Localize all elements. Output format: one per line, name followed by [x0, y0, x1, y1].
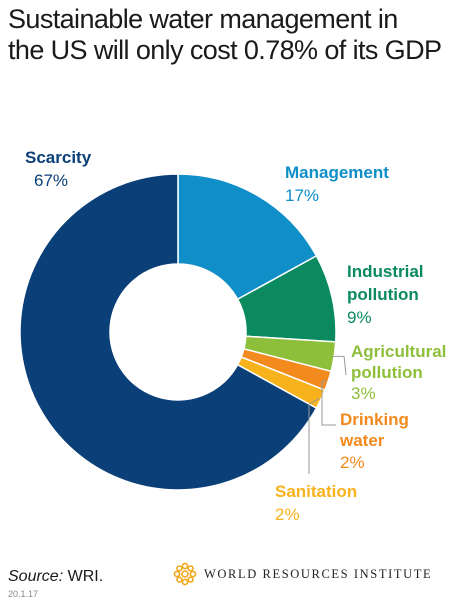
label-scarcity-name: Scarcity	[25, 148, 92, 167]
label-agricultural-name-line-2: pollution	[351, 363, 423, 382]
leader-sanitation	[308, 397, 320, 474]
label-industrial-value: 9%	[347, 308, 372, 327]
label-drinking-name-line-1: Drinking	[340, 410, 409, 429]
chart-title-line-2: the US will only cost 0.78% of its GDP	[8, 35, 442, 65]
label-sanitation-value: 2%	[275, 505, 300, 524]
label-management-name: Management	[285, 163, 389, 182]
chart-title: Sustainable water management in the US w…	[8, 4, 453, 66]
label-industrial-name-line-2: pollution	[347, 285, 419, 304]
donut-slices	[19, 173, 337, 491]
date-code: 20.1.17	[8, 589, 39, 599]
label-sanitation-name: Sanitation	[275, 482, 357, 501]
source-label: Source:	[8, 568, 64, 585]
label-agricultural-name-line-1: Agricultural	[351, 342, 446, 361]
label-management-value: 17%	[285, 186, 319, 205]
label-drinking-name-line-2: water	[339, 431, 385, 450]
chart-title-line-1: Sustainable water management in	[8, 4, 398, 34]
leader-lines	[308, 355, 347, 474]
leader-agricultural	[332, 355, 347, 376]
wri-emblem-icon	[173, 562, 197, 586]
wri-logo: WORLD RESOURCES INSTITUTE	[172, 561, 432, 587]
leader-drinking	[321, 379, 336, 426]
source-note: Source: WRI.	[8, 568, 103, 586]
slice-scarcity	[19, 173, 318, 491]
source-value: WRI.	[63, 568, 104, 585]
label-scarcity-value: 67%	[34, 171, 68, 190]
label-industrial-name-line-1: Industrial	[347, 262, 424, 281]
slice-management	[177, 173, 318, 301]
wri-name: WORLD RESOURCES INSTITUTE	[204, 566, 433, 581]
label-agricultural-value: 3%	[351, 384, 376, 403]
label-drinking-value: 2%	[340, 453, 365, 472]
